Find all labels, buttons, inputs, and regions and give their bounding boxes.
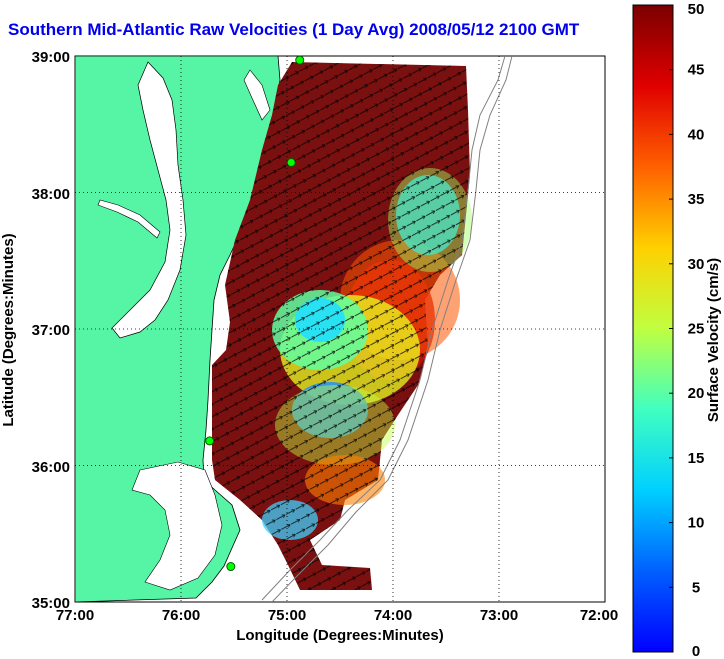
colorbar-tick-label: 30	[688, 256, 705, 273]
y-tick-labels: 39:00 38:00 37:00 36:00 35:00	[32, 49, 70, 612]
colorbar-label: Surface Velocity (cm/s)	[705, 258, 722, 422]
station-outer-banks-south	[226, 562, 236, 572]
radar-stations	[205, 55, 305, 572]
map-grid	[75, 56, 605, 602]
pamlico-sound	[131, 461, 223, 591]
y-tick-label: 35:00	[32, 595, 70, 612]
bathymetry-contours	[261, 56, 513, 602]
shelf-contour-2	[271, 56, 513, 602]
colorbar-tick-label: 40	[688, 126, 705, 143]
colorbar-tick-label: 10	[688, 515, 705, 532]
map-title: Southern Mid-Atlantic Raw Velocities (1 …	[8, 20, 580, 39]
colorbar-tick-label: 15	[688, 450, 705, 467]
station-outer-banks-north	[205, 436, 215, 446]
x-tick-label: 73:00	[480, 607, 518, 624]
colorbar-ticks: 0 5 10 15 20 25 30 35 40 45 50	[669, 1, 704, 659]
shelf-contour-1	[261, 56, 506, 601]
potomac-river	[97, 199, 161, 239]
colorbar-tick-label: 50	[688, 1, 705, 18]
velocity-arrows	[212, 62, 470, 590]
station-north	[295, 55, 305, 65]
colorbar-tick-label: 0	[692, 643, 700, 659]
colorbar	[632, 4, 674, 653]
colorbar-tick-label: 45	[688, 62, 705, 79]
x-tick-label: 72:00	[580, 607, 618, 624]
x-axis-label: Longitude (Degrees:Minutes)	[236, 627, 444, 644]
colorbar-tick-label: 35	[688, 191, 705, 208]
velocity-field	[212, 62, 472, 590]
x-tick-label: 77:00	[56, 607, 94, 624]
colorbar-tick-label: 5	[692, 579, 700, 596]
y-tick-label: 38:00	[32, 186, 70, 203]
x-tick-label: 76:00	[162, 607, 200, 624]
delaware-bay	[243, 69, 271, 121]
x-tick-label: 74:00	[374, 607, 412, 624]
colorbar-tick-label: 25	[688, 321, 705, 338]
y-tick-label: 36:00	[32, 459, 70, 476]
x-tick-label: 75:00	[268, 607, 306, 624]
chesapeake-bay	[111, 61, 187, 339]
y-tick-label: 39:00	[32, 49, 70, 66]
station-cape-may	[286, 157, 296, 167]
colorbar-tick-label: 20	[688, 385, 705, 402]
y-axis-label: Latitude (Degrees:Minutes)	[0, 233, 17, 426]
y-tick-label: 37:00	[32, 322, 70, 339]
x-tick-labels: 77:00 76:00 75:00 74:00 73:00 72:00	[56, 607, 618, 624]
